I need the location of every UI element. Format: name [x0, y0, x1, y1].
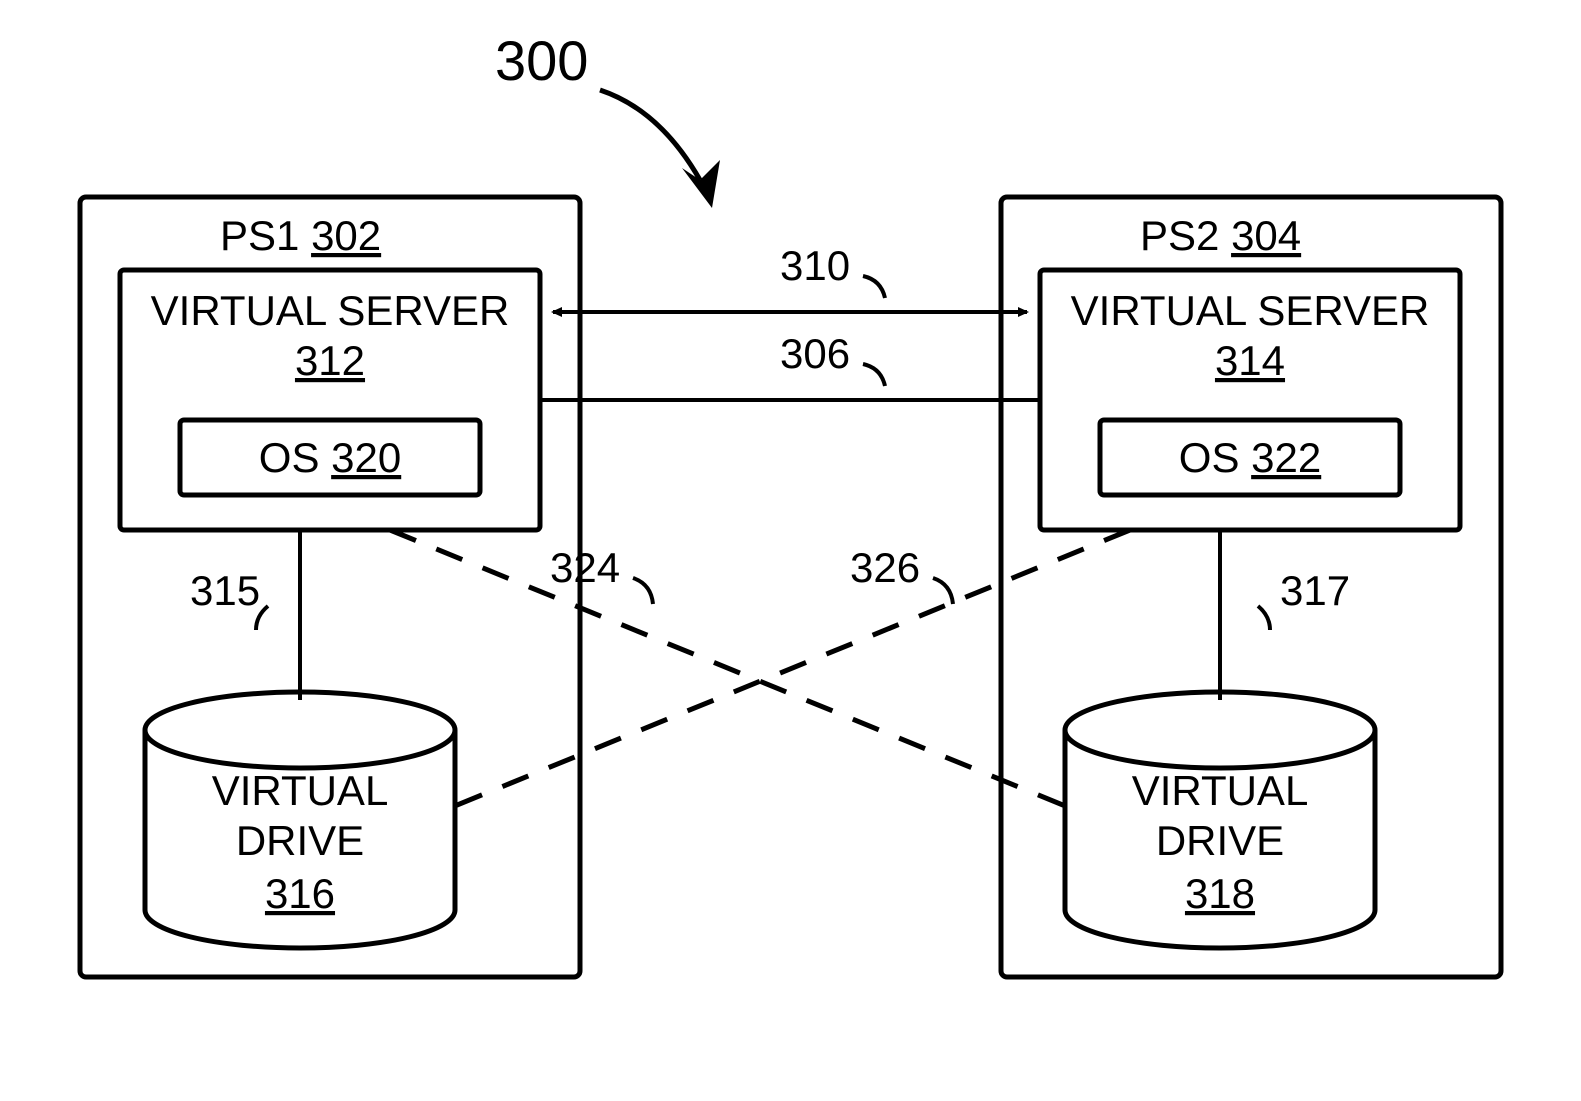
ps1-drive: VIRTUAL DRIVE 316 [145, 692, 455, 948]
cross-left-label: 324 [550, 544, 620, 591]
ps1-local-conn: 315 [190, 567, 260, 614]
ps1-drive-num: 316 [265, 870, 335, 917]
ps2-drive-l2: DRIVE [1156, 817, 1284, 864]
ps2-local-conn: 317 [1280, 567, 1350, 614]
ps1-label-num: 302 [311, 212, 381, 259]
conn-top-label: 310 [780, 242, 850, 289]
svg-text:PS1 302: PS1 302 [220, 212, 381, 259]
ps1-drive-l1: VIRTUAL [212, 767, 389, 814]
figure-label: 300 [495, 29, 588, 92]
ps2-drive-num: 318 [1185, 870, 1255, 917]
ps2-drive: VIRTUAL DRIVE 318 [1065, 692, 1375, 948]
ps1-vs-label: VIRTUAL SERVER [151, 287, 510, 334]
ps2-drive-l1: VIRTUAL [1132, 767, 1309, 814]
ps1-os-prefix: OS [259, 434, 320, 481]
ps2-os-prefix: OS [1179, 434, 1240, 481]
cross-a [390, 530, 1075, 810]
cross-right-label: 326 [850, 544, 920, 591]
svg-text:OS 320: OS 320 [259, 434, 401, 481]
cross-b [445, 530, 1130, 810]
ps1-vs-num: 312 [295, 337, 365, 384]
ps1-label-prefix: PS1 [220, 212, 299, 259]
svg-text:PS2 304: PS2 304 [1140, 212, 1301, 259]
ps1-os-num: 320 [331, 434, 401, 481]
ps2-label-prefix: PS2 [1140, 212, 1219, 259]
ps2-vs-num: 314 [1215, 337, 1285, 384]
ps2-os-num: 322 [1251, 434, 1321, 481]
conn-bottom-label: 306 [780, 330, 850, 377]
svg-text:OS 322: OS 322 [1179, 434, 1321, 481]
diagram-svg: 300 PS1 302 VIRTUAL SERVER 312 OS 320 31… [0, 0, 1581, 1101]
ps2-vs-label: VIRTUAL SERVER [1071, 287, 1430, 334]
ps2-label-num: 304 [1231, 212, 1301, 259]
ps1-drive-l2: DRIVE [236, 817, 364, 864]
